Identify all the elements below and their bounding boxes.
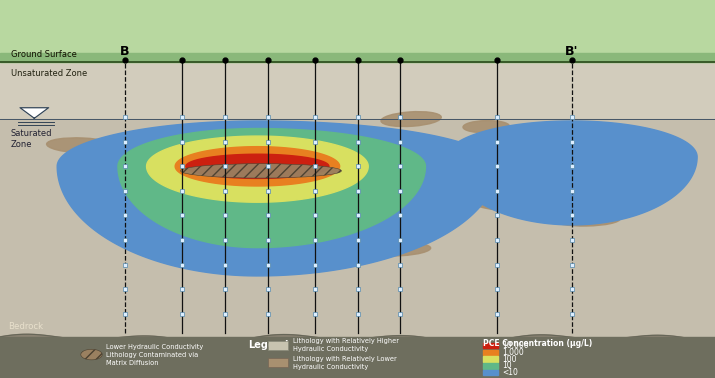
Text: Lower Hydraulic Conductivity
Lithology Contaminated via
Matrix Diffusion: Lower Hydraulic Conductivity Lithology C…: [106, 344, 203, 366]
Bar: [0, 337, 715, 378]
Text: 100: 100: [502, 355, 516, 364]
Bar: [0, 0, 715, 62]
Ellipse shape: [463, 121, 509, 133]
Polygon shape: [186, 154, 329, 178]
Ellipse shape: [279, 231, 343, 245]
Ellipse shape: [553, 212, 620, 226]
Text: PCE Concentration (µg/L): PCE Concentration (µg/L): [483, 339, 592, 348]
Ellipse shape: [88, 161, 148, 176]
Polygon shape: [175, 147, 340, 186]
Bar: [483, 356, 498, 362]
Bar: [483, 343, 498, 348]
Ellipse shape: [370, 243, 430, 256]
Bar: [268, 341, 288, 350]
Polygon shape: [447, 121, 697, 225]
Polygon shape: [57, 121, 497, 276]
Ellipse shape: [358, 201, 429, 215]
Polygon shape: [147, 136, 368, 202]
Text: Saturated
Zone: Saturated Zone: [11, 129, 52, 149]
Text: Bedrock: Bedrock: [9, 322, 44, 331]
Text: <10: <10: [502, 368, 518, 377]
Bar: [268, 358, 288, 367]
Ellipse shape: [180, 164, 341, 178]
Text: 10,000: 10,000: [502, 341, 528, 350]
Text: 10: 10: [502, 361, 511, 370]
Polygon shape: [118, 129, 425, 248]
Text: Ground Surface: Ground Surface: [11, 50, 77, 59]
Text: Unsaturated Zone: Unsaturated Zone: [11, 69, 87, 78]
Ellipse shape: [381, 112, 441, 127]
Text: 1,000: 1,000: [502, 348, 523, 357]
Ellipse shape: [515, 128, 615, 144]
Ellipse shape: [182, 239, 247, 253]
Ellipse shape: [588, 148, 656, 162]
Bar: [483, 370, 498, 375]
Ellipse shape: [474, 197, 556, 211]
Text: Lithology with Relatively Lower
Hydraulic Conductivity: Lithology with Relatively Lower Hydrauli…: [293, 355, 397, 370]
Ellipse shape: [164, 191, 243, 206]
Text: B: B: [120, 45, 130, 58]
Bar: [0, 119, 715, 338]
Ellipse shape: [46, 138, 118, 153]
Text: B': B': [566, 45, 578, 58]
Bar: [483, 363, 498, 369]
Ellipse shape: [268, 199, 332, 213]
Text: Legend: Legend: [248, 340, 288, 350]
Bar: [0, 53, 715, 62]
Text: Lithology with Relatively Higher
Hydraulic Conductivity: Lithology with Relatively Higher Hydraul…: [293, 338, 399, 353]
Bar: [483, 350, 498, 355]
Ellipse shape: [81, 349, 102, 360]
Polygon shape: [20, 108, 49, 118]
